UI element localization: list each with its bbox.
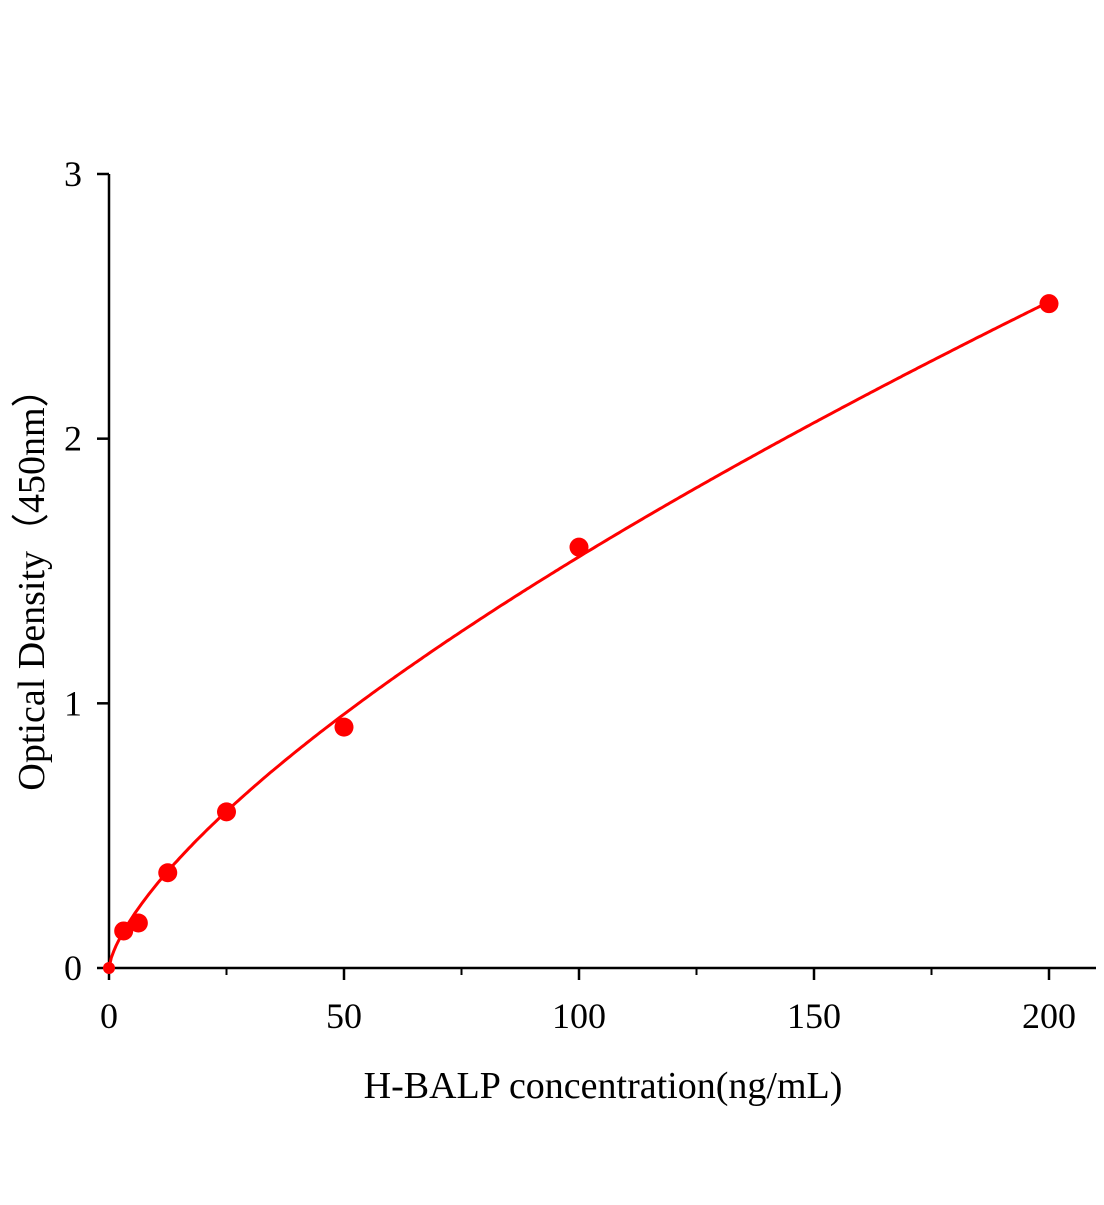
x-tick-label: 0 [100, 996, 118, 1036]
data-point [103, 962, 115, 974]
x-tick-label: 200 [1022, 996, 1076, 1036]
x-axis-label: H-BALP concentration(ng/mL) [364, 1065, 843, 1107]
y-ticks: 0 1 2 3 [64, 154, 109, 988]
x-ticks: 0 50 100 150 200 [100, 968, 1076, 1036]
y-axis-label: Optical Density（450nm） [11, 369, 53, 790]
data-point [1039, 294, 1059, 314]
y-tick-label: 2 [64, 419, 82, 459]
data-point [217, 802, 236, 822]
data-point [158, 863, 178, 883]
data-points [103, 294, 1059, 974]
y-tick-label: 3 [64, 154, 82, 194]
data-point [569, 537, 589, 557]
x-tick-label: 150 [787, 996, 841, 1036]
axes [107, 173, 1096, 970]
y-tick-label: 1 [64, 683, 82, 723]
data-point [334, 717, 354, 737]
data-point [128, 913, 148, 933]
y-tick-label: 0 [64, 948, 82, 988]
data-point [114, 921, 134, 941]
fit-curve [107, 300, 1050, 969]
x-tick-label: 50 [326, 996, 362, 1036]
x-tick-label: 100 [552, 996, 606, 1036]
